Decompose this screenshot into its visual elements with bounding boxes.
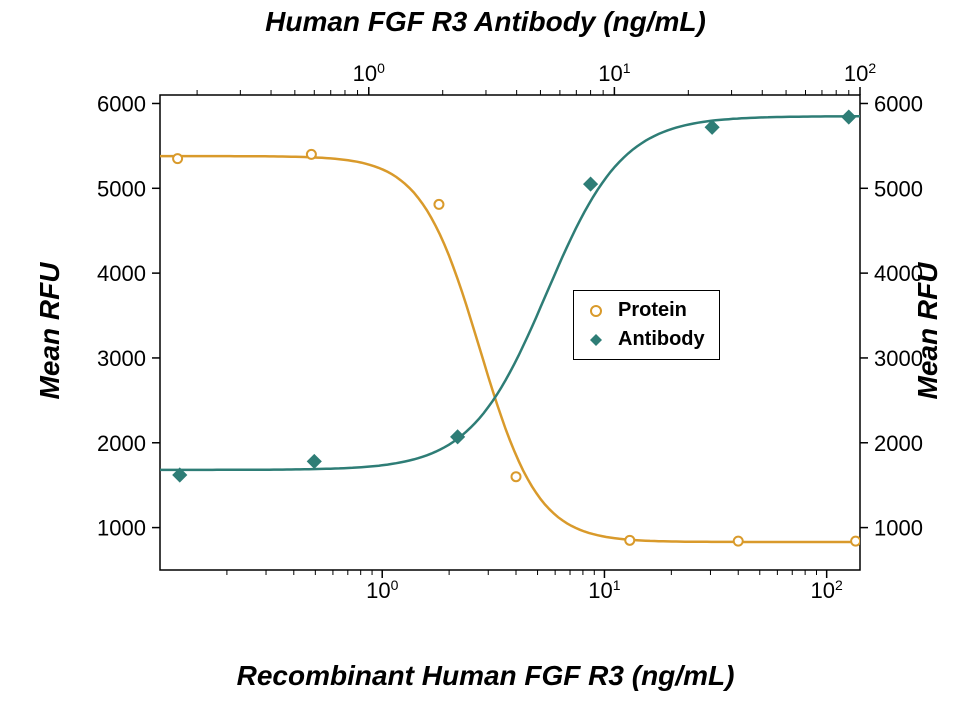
y-tick-label: 6000 xyxy=(97,91,146,116)
legend-label: Antibody xyxy=(618,328,705,351)
legend-label: Protein xyxy=(618,299,687,322)
x-tick-label: 101 xyxy=(588,577,620,603)
legend-item-protein: Protein xyxy=(588,299,705,322)
data-point xyxy=(434,200,443,209)
x-tick-label: 100 xyxy=(366,577,398,603)
y-tick-label: 4000 xyxy=(97,261,146,286)
y-tick-label: 5000 xyxy=(97,176,146,201)
filled-diamond-icon xyxy=(588,332,604,348)
protein-curve xyxy=(160,156,860,542)
y-tick-label: 1000 xyxy=(97,516,146,541)
data-point xyxy=(512,472,521,481)
open-circle-icon xyxy=(588,303,604,319)
antibody-curve xyxy=(160,116,860,470)
y-tick-label: 3000 xyxy=(874,346,923,371)
x-tick-label: 100 xyxy=(353,60,385,86)
data-point xyxy=(842,110,856,124)
data-point xyxy=(173,154,182,163)
legend-item-antibody: Antibody xyxy=(588,328,705,351)
data-point xyxy=(734,537,743,546)
y-tick-label: 2000 xyxy=(874,431,923,456)
y-tick-label: 6000 xyxy=(874,91,923,116)
plot-area: 1000 1000 2000 2000 3000 3000 4000 4000 5000 5000… xyxy=(0,0,971,709)
x-tick-label: 102 xyxy=(844,60,876,86)
y-tick-label: 1000 xyxy=(874,516,923,541)
y-tick-label: 4000 xyxy=(874,261,923,286)
data-point xyxy=(584,177,598,191)
y-tick-label: 2000 xyxy=(97,431,146,456)
x-tick-label: 102 xyxy=(811,577,843,603)
data-point xyxy=(851,537,860,546)
data-point xyxy=(307,455,321,469)
y-tick-label: 5000 xyxy=(874,176,923,201)
legend: Protein Antibody xyxy=(573,290,720,360)
data-point xyxy=(307,150,316,159)
x-tick-label: 101 xyxy=(598,60,630,86)
data-point xyxy=(625,536,634,545)
y-tick-label: 3000 xyxy=(97,346,146,371)
